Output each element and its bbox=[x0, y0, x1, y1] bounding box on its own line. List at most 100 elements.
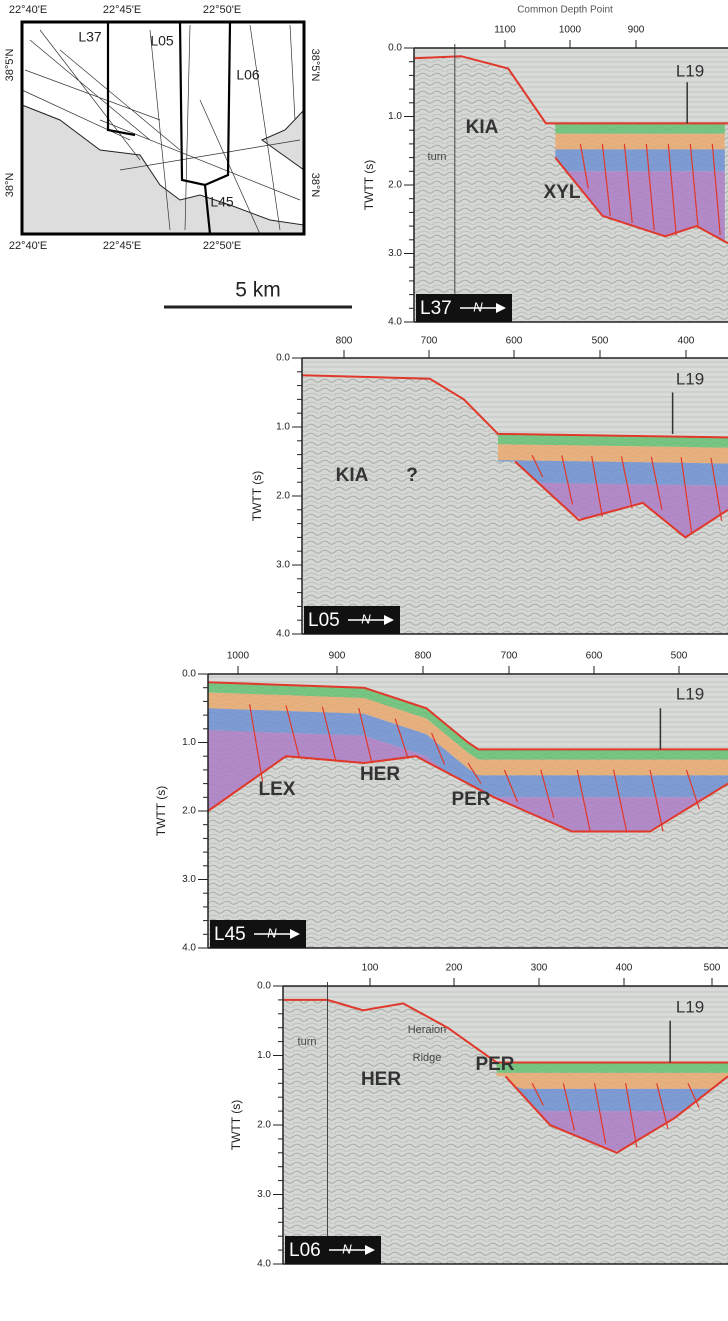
fault bbox=[620, 456, 633, 509]
sediment-layer bbox=[555, 123, 725, 134]
fault bbox=[645, 143, 655, 231]
map-coord: 38°N bbox=[4, 173, 16, 198]
x-tick-label: 300 bbox=[531, 963, 548, 974]
y-axis-title: TWTT (s) bbox=[229, 1100, 243, 1150]
x-tick-label: 500 bbox=[671, 651, 688, 662]
map-coord: 22°50'E bbox=[203, 4, 241, 16]
x-tick-label: 1000 bbox=[559, 25, 582, 36]
y-tick-label: 0.0 bbox=[182, 669, 196, 680]
x-tick-label: 700 bbox=[501, 651, 518, 662]
annotation: L19 bbox=[676, 61, 704, 80]
north-arrowhead bbox=[365, 1245, 375, 1255]
fault bbox=[656, 1083, 669, 1129]
map-line-label: L06 bbox=[236, 67, 260, 83]
seismic-panel: 0.0 1.0 2.0 3.0 4.0 1000 900 800 700 600 500 TWTT (… bbox=[154, 651, 728, 954]
y-tick-label: 3.0 bbox=[388, 248, 402, 259]
annotation: Heraion bbox=[408, 1024, 447, 1036]
line-label: L45 bbox=[214, 924, 246, 945]
sediment-layer bbox=[208, 692, 728, 776]
annotation: L19 bbox=[676, 369, 704, 388]
fault bbox=[394, 718, 409, 760]
map bbox=[20, 20, 306, 236]
fault bbox=[467, 762, 482, 784]
map-frame bbox=[20, 20, 306, 236]
seismic-panel: 0.0 1.0 2.0 3.0 4.0 800 700 600 500 400 TWTT (s) KI… bbox=[250, 336, 728, 640]
fault bbox=[531, 1083, 544, 1106]
x-tick-label: 1000 bbox=[227, 651, 250, 662]
y-tick-label: 3.0 bbox=[182, 874, 196, 885]
map-coord: 38°5'N bbox=[4, 49, 16, 82]
basement bbox=[504, 1075, 728, 1154]
sediment-layer bbox=[496, 1076, 728, 1151]
y-tick-label: 2.0 bbox=[388, 180, 402, 191]
x-tick-label: 900 bbox=[329, 651, 346, 662]
fault bbox=[689, 143, 699, 229]
y-tick-label: 0.0 bbox=[388, 43, 402, 54]
sediment-layer bbox=[496, 1076, 728, 1112]
x-axis-title: Common Depth Point bbox=[517, 5, 613, 16]
basement bbox=[207, 755, 728, 833]
fault bbox=[358, 707, 373, 763]
seafloor bbox=[413, 55, 728, 125]
fault bbox=[285, 705, 300, 757]
annotation: PER bbox=[475, 1054, 514, 1075]
y-tick-label: 4.0 bbox=[182, 943, 196, 954]
fault bbox=[650, 456, 663, 510]
x-tick-label: 800 bbox=[336, 336, 353, 347]
y-tick-label: 2.0 bbox=[276, 491, 290, 502]
fault bbox=[623, 143, 633, 224]
fault bbox=[667, 143, 677, 236]
y-tick-label: 4.0 bbox=[388, 317, 402, 328]
fault bbox=[613, 769, 628, 832]
x-tick-label: 600 bbox=[586, 651, 603, 662]
y-tick-label: 4.0 bbox=[257, 1259, 271, 1270]
basement bbox=[514, 460, 728, 539]
y-tick-label: 2.0 bbox=[257, 1120, 271, 1131]
y-axis-title: TWTT (s) bbox=[362, 160, 376, 210]
x-tick-label: 500 bbox=[592, 336, 609, 347]
y-axis-title: TWTT (s) bbox=[154, 786, 168, 836]
fault bbox=[561, 455, 574, 505]
basement bbox=[554, 156, 728, 245]
annotation: HER bbox=[361, 1069, 401, 1090]
map-line-label: L05 bbox=[150, 33, 174, 49]
annotation: PER bbox=[451, 789, 490, 810]
sediment-layer bbox=[496, 1062, 728, 1073]
sediment-layer bbox=[208, 682, 728, 760]
north-arrowhead bbox=[496, 303, 506, 313]
seismic-panel: 0.0 1.0 2.0 3.0 4.0 100 200 300 400 500 TWTT (s) HE… bbox=[229, 963, 728, 1270]
annotation: KIA bbox=[466, 117, 499, 138]
y-axis-title: TWTT (s) bbox=[250, 471, 264, 521]
scale-label: 5 km bbox=[235, 279, 281, 302]
y-tick-label: 0.0 bbox=[276, 353, 290, 364]
y-tick-label: 1.0 bbox=[388, 111, 402, 122]
seafloor bbox=[301, 374, 728, 439]
x-tick-label: 800 bbox=[415, 651, 432, 662]
annotation: ? bbox=[406, 465, 418, 486]
x-tick-label: 600 bbox=[506, 336, 523, 347]
x-tick-label: 500 bbox=[704, 963, 721, 974]
fault bbox=[710, 457, 723, 521]
annotation: turn bbox=[298, 1036, 317, 1048]
annotation: HER bbox=[360, 764, 400, 785]
north-arrowhead bbox=[384, 615, 394, 625]
north-label: N bbox=[342, 1241, 352, 1256]
fault bbox=[625, 1083, 638, 1148]
x-tick-label: 200 bbox=[446, 963, 463, 974]
fault bbox=[601, 143, 611, 216]
fault bbox=[531, 454, 544, 478]
y-tick-label: 1.0 bbox=[276, 422, 290, 433]
map-line-label: L45 bbox=[210, 194, 234, 210]
y-tick-label: 2.0 bbox=[182, 806, 196, 817]
sediment-layer bbox=[497, 444, 728, 464]
seismic-panel: 0.0 1.0 2.0 3.0 4.0 1100 1000 900 TWTT (s) KIA XYL… bbox=[362, 25, 728, 328]
fault bbox=[591, 455, 603, 517]
sediment-layer bbox=[496, 1072, 728, 1089]
y-tick-label: 3.0 bbox=[257, 1189, 271, 1200]
annotation: turn bbox=[428, 151, 447, 163]
x-tick-label: 900 bbox=[628, 25, 645, 36]
seafloor bbox=[207, 681, 728, 751]
fault bbox=[593, 1083, 607, 1144]
north-arrowhead bbox=[290, 929, 300, 939]
